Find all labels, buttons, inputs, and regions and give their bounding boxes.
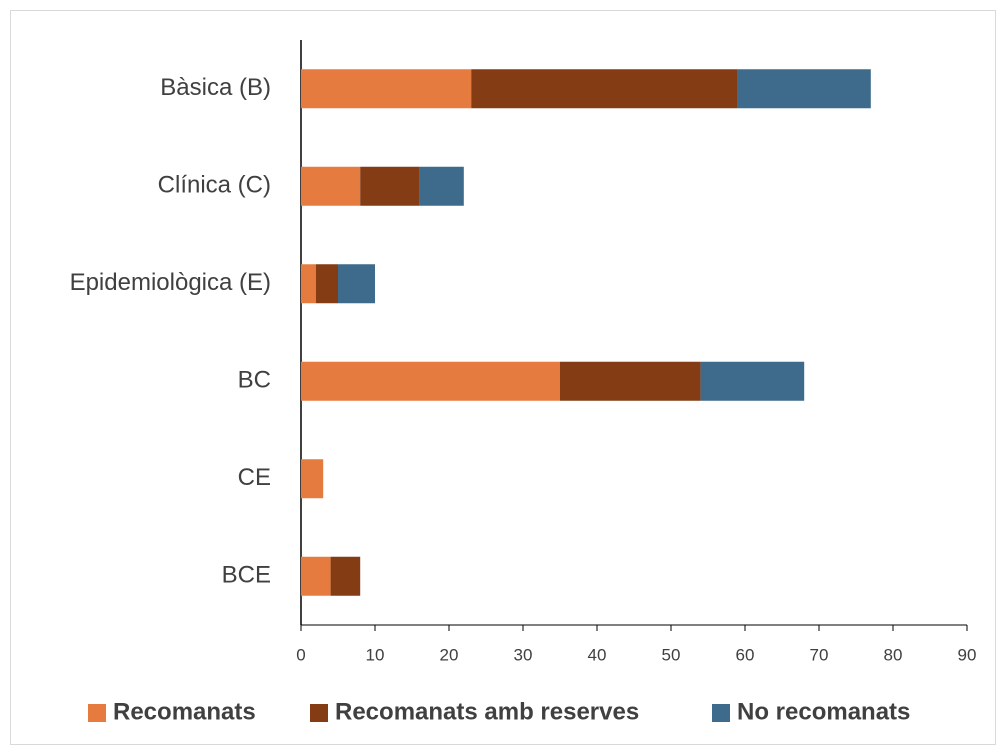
- bar-segment: [301, 69, 472, 109]
- x-tick-label: 30: [514, 645, 533, 664]
- x-tick-label: 80: [884, 645, 903, 664]
- legend-swatch: [712, 704, 730, 722]
- x-tick-label: 20: [440, 645, 459, 664]
- x-tick-label: 50: [662, 645, 681, 664]
- bar-segment: [338, 264, 375, 304]
- bar-segment: [560, 361, 701, 401]
- y-tick-label: BCE: [222, 562, 271, 589]
- legend-label: No recomanats: [737, 698, 910, 725]
- legend-label: Recomanats: [113, 698, 256, 725]
- bar-segment: [471, 69, 738, 109]
- bar-segment: [315, 264, 338, 304]
- legend-swatch: [310, 704, 328, 722]
- legend-label: Recomanats amb reserves: [335, 698, 639, 725]
- bar-segment: [301, 556, 331, 596]
- bar-segment: [301, 361, 560, 401]
- bar-segment: [419, 166, 464, 206]
- x-tick-label: 70: [810, 645, 829, 664]
- legend-swatch: [88, 704, 106, 722]
- x-tick-label: 10: [366, 645, 385, 664]
- x-tick-label: 0: [296, 645, 305, 664]
- bar-segment: [301, 264, 316, 304]
- y-tick-label: Clínica (C): [158, 172, 271, 199]
- x-tick-label: 40: [588, 645, 607, 664]
- x-tick-label: 60: [736, 645, 755, 664]
- y-tick-label: BC: [238, 367, 271, 394]
- bar-segment: [330, 556, 361, 596]
- y-tick-label: Bàsica (B): [160, 74, 271, 101]
- x-tick-label: 90: [958, 645, 977, 664]
- bar-segment: [737, 69, 871, 109]
- bar-segment: [301, 459, 324, 499]
- bar-segment: [700, 361, 805, 401]
- y-tick-label: Epidemiològica (E): [70, 269, 271, 296]
- y-tick-label: CE: [238, 464, 271, 491]
- bar-segment: [360, 166, 420, 206]
- bar-segment: [301, 166, 361, 206]
